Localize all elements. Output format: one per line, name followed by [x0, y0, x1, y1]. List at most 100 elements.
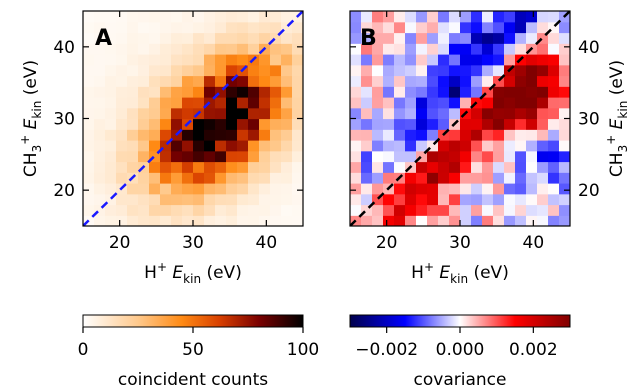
heatmap-cell [204, 54, 216, 66]
heatmap-cell [94, 11, 106, 23]
x-tick-label: 40 [523, 233, 545, 253]
heatmap-cell [270, 140, 282, 152]
heatmap-cell [460, 183, 472, 195]
heatmap-cell [504, 43, 516, 55]
heatmap-cell [427, 204, 439, 216]
heatmap-cell [116, 86, 128, 98]
heatmap-cell [259, 172, 271, 184]
heatmap-cell [259, 129, 271, 141]
heatmap-cell [471, 118, 483, 130]
heatmap-cell [482, 193, 494, 206]
colorbar-b-label: covariance [414, 370, 507, 390]
heatmap-cell [259, 107, 271, 120]
heatmap-cell [548, 150, 560, 163]
heatmap-cell [204, 161, 216, 173]
heatmap-cell [394, 97, 406, 109]
heatmap-cell [383, 204, 395, 216]
heatmap-cell [292, 161, 303, 173]
heatmap-cell [526, 140, 538, 152]
heatmap-cell [416, 86, 428, 98]
heatmap-cell [160, 118, 172, 130]
heatmap-cell [548, 129, 560, 141]
heatmap-cell [471, 204, 483, 216]
heatmap-cell [504, 118, 516, 130]
heatmap-cell [138, 140, 150, 152]
heatmap-cell [361, 54, 373, 66]
heatmap-cell [350, 172, 362, 184]
heatmap-cell [471, 193, 483, 206]
heatmap-cell [138, 75, 150, 87]
heatmap-cell [537, 43, 549, 55]
heatmap-cell [160, 183, 172, 195]
heatmap-cell [259, 75, 271, 87]
heatmap-cell [438, 161, 450, 173]
heatmap-cell [215, 129, 227, 141]
heatmap-cell [372, 183, 384, 195]
heatmap-cell [270, 11, 282, 23]
heatmap-cell [372, 107, 384, 120]
heatmap-cell [116, 118, 128, 130]
heatmap-cell [248, 183, 260, 195]
heatmap-cell [449, 183, 461, 195]
heatmap-cell [149, 97, 161, 109]
heatmap-cell [372, 54, 384, 66]
heatmap-cell [460, 118, 472, 130]
heatmap-cell [383, 21, 395, 34]
heatmap-cell [515, 64, 527, 77]
heatmap-cell [394, 107, 406, 120]
heatmap-cell [94, 32, 106, 44]
heatmap-cell [149, 107, 161, 120]
heatmap-cell [394, 64, 406, 77]
heatmap-cell [127, 107, 139, 120]
heatmap-cell [292, 129, 303, 141]
heatmap-cell [226, 64, 238, 77]
heatmap-cell [292, 86, 303, 98]
heatmap-cell [138, 21, 150, 34]
heatmap-cell [559, 183, 570, 195]
heatmap-cell [350, 193, 362, 206]
heatmap-cell [449, 54, 461, 66]
heatmap-cell [215, 215, 227, 226]
heatmap-cell [537, 11, 549, 23]
heatmap-cell [427, 21, 439, 34]
heatmap-cell [259, 97, 271, 109]
heatmap-cell [515, 11, 527, 23]
heatmap-cell [127, 75, 139, 87]
heatmap-cell [204, 193, 216, 206]
heatmap-cell [372, 150, 384, 163]
heatmap-cell [438, 215, 450, 226]
heatmap-cell [215, 183, 227, 195]
heatmap-cell [383, 43, 395, 55]
heatmap-cell [537, 54, 549, 66]
heatmap-cell [226, 43, 238, 55]
heatmap-cell [116, 43, 128, 55]
heatmap-cell [215, 75, 227, 87]
heatmap-cell [149, 75, 161, 87]
heatmap-cell [383, 54, 395, 66]
heatmap-cell [372, 118, 384, 130]
heatmap-cell [537, 64, 549, 77]
heatmap-cell [138, 183, 150, 195]
heatmap-cell [372, 161, 384, 173]
heatmap-cell [548, 86, 560, 98]
heatmap-cell [270, 129, 282, 141]
heatmap-cell [105, 183, 117, 195]
heatmap-cell [237, 21, 249, 34]
heatmap-cell [537, 75, 549, 87]
heatmap-cell [281, 11, 293, 23]
heatmap-cell [149, 215, 161, 226]
heatmap-cell [350, 107, 362, 120]
heatmap-cell [471, 54, 483, 66]
heatmap-cell [537, 118, 549, 130]
heatmap-cell [270, 204, 282, 216]
heatmap-cell [105, 140, 117, 152]
heatmap-cell [449, 86, 461, 98]
heatmap-cell [105, 204, 117, 216]
heatmap-cell [526, 204, 538, 216]
heatmap-cell [427, 54, 439, 66]
heatmap-cell [394, 43, 406, 55]
heatmap-cell [83, 150, 95, 163]
heatmap-cell [449, 215, 461, 226]
heatmap-cell [204, 140, 216, 152]
heatmap-cell [248, 64, 260, 77]
